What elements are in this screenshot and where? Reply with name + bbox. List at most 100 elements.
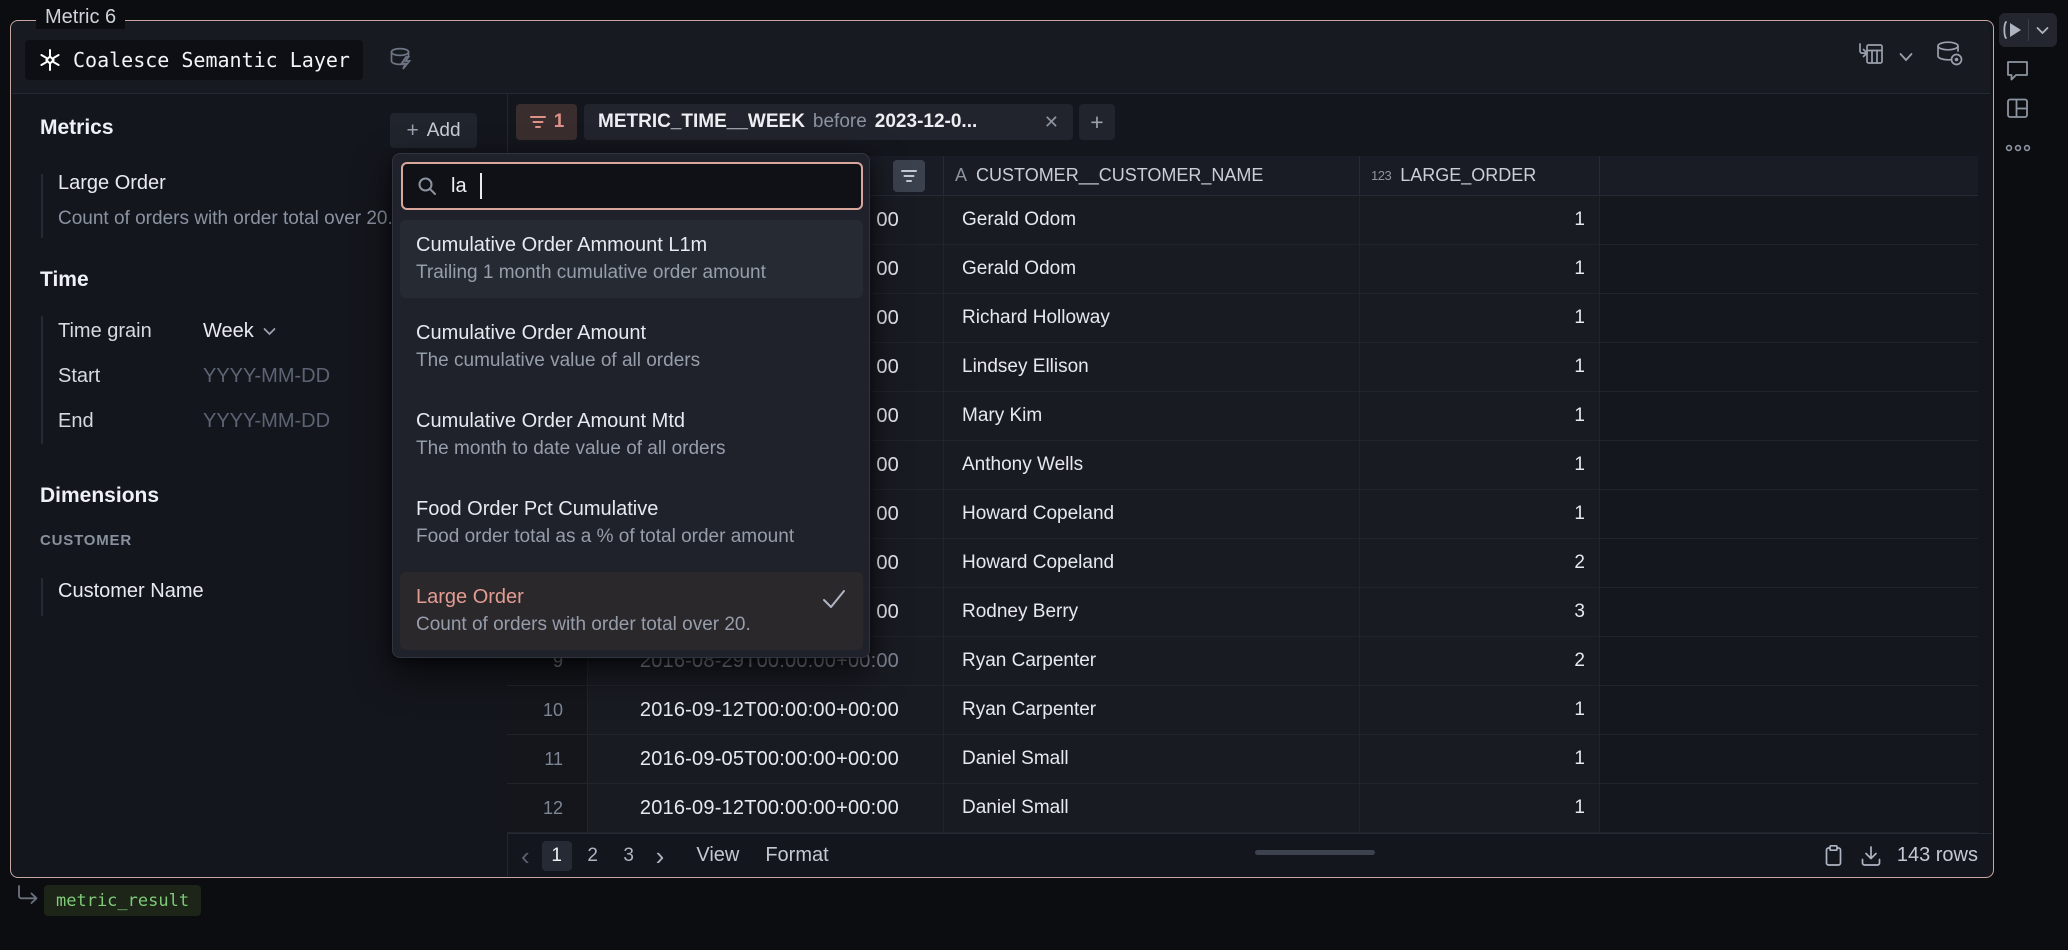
cell-metric-time-week: 2016-09-05T00:00:00+00:00: [588, 735, 944, 784]
run-cell-button[interactable]: [1999, 13, 2028, 47]
table-row[interactable]: 11 2016-09-05T00:00:00+00:00 Daniel Smal…: [507, 735, 1978, 784]
display-table-icon[interactable]: [1857, 40, 1887, 70]
edit-semantic-model-icon[interactable]: [386, 44, 416, 74]
remove-filter-icon[interactable]: ✕: [1043, 111, 1059, 132]
row-index: 10: [507, 686, 588, 735]
column-header-large-order[interactable]: 123 LARGE_ORDER: [1360, 156, 1600, 196]
metric-option[interactable]: Cumulative Order Ammount L1m Trailing 1 …: [400, 220, 863, 298]
dimension-item-customer-name[interactable]: Customer Name: [58, 580, 204, 602]
metric-search-dropdown: la Cumulative Order Ammount L1m Trailing…: [392, 153, 870, 658]
column-header-customer-name[interactable]: A CUSTOMER__CUSTOMER_NAME: [944, 156, 1360, 196]
chevron-down-icon: [2036, 26, 2049, 34]
cell-large-order: 1: [1360, 196, 1600, 245]
cell-large-order: 2: [1360, 637, 1600, 686]
cell-empty: [1600, 784, 1978, 833]
preview-source-data-icon[interactable]: [1933, 37, 1967, 71]
search-icon: [418, 177, 436, 195]
metric-option[interactable]: Large Order Count of orders with order t…: [400, 572, 863, 650]
column-filter-button[interactable]: [893, 160, 925, 192]
source-label: Coalesce Semantic Layer: [73, 48, 350, 72]
cell-title: Metric 6: [36, 6, 126, 29]
cell-large-order: 2: [1360, 539, 1600, 588]
page-next-icon[interactable]: ›: [655, 840, 665, 871]
cell-empty: [1600, 392, 1978, 441]
time-grain-select[interactable]: Week: [203, 320, 276, 343]
cell-large-order: 1: [1360, 343, 1600, 392]
time-heading: Time: [40, 268, 89, 291]
cell-customer-name: Richard Holloway: [944, 294, 1360, 343]
add-filter-button[interactable]: +: [1079, 104, 1115, 140]
metric-item-large-order[interactable]: Large Order: [58, 172, 166, 194]
metric-option-title: Cumulative Order Amount: [416, 322, 647, 344]
start-date-input[interactable]: YYYY-MM-DD: [203, 365, 331, 387]
cell-customer-name: Gerald Odom: [944, 245, 1360, 294]
cell-empty: [1600, 490, 1978, 539]
filter-icon: [529, 116, 546, 128]
metric-option-subtitle: Trailing 1 month cumulative order amount: [416, 262, 766, 283]
metric-option-title: Cumulative Order Amount Mtd: [416, 410, 685, 432]
cell-large-order: 1: [1360, 490, 1600, 539]
view-menu[interactable]: View: [696, 844, 740, 866]
column-name: LARGE_ORDER: [1400, 165, 1537, 185]
comments-icon[interactable]: [2004, 57, 2031, 84]
metric-indent-line: [41, 174, 43, 238]
table-row[interactable]: 12 2016-09-12T00:00:00+00:00 Daniel Smal…: [507, 784, 1978, 833]
filter-count-chip[interactable]: 1: [516, 104, 577, 140]
time-grain-label: Time grain: [58, 320, 152, 342]
cell-empty: [1600, 588, 1978, 637]
metric-option[interactable]: Food Order Pct Cumulative Food order tot…: [400, 484, 863, 562]
metric-option-subtitle: Count of orders with order total over 20…: [416, 614, 751, 635]
column-header-empty: [1600, 156, 1978, 196]
table-row[interactable]: 10 2016-09-12T00:00:00+00:00 Ryan Carpen…: [507, 686, 1978, 735]
cell-empty: [1600, 441, 1978, 490]
run-options-chevron[interactable]: [2029, 13, 2058, 47]
copy-table-icon[interactable]: [1822, 844, 1845, 868]
output-arrow-icon: [18, 885, 38, 904]
cell-empty: [1600, 245, 1978, 294]
metric-search-input[interactable]: la: [401, 162, 863, 210]
cell-empty: [1600, 343, 1978, 392]
cell-customer-name: Daniel Small: [944, 784, 1360, 833]
cell-customer-name: Ryan Carpenter: [944, 686, 1360, 735]
metric-option-subtitle: The month to date value of all orders: [416, 438, 726, 459]
cell-header-bar: Coalesce Semantic Layer: [12, 22, 1990, 94]
pagination: ‹ 1 2 3 ›: [515, 840, 670, 871]
metric-option[interactable]: Cumulative Order Amount Mtd The month to…: [400, 396, 863, 474]
format-menu[interactable]: Format: [765, 844, 829, 866]
add-metric-button[interactable]: + Add: [390, 113, 477, 148]
metric-option[interactable]: Cumulative Order Amount The cumulative v…: [400, 308, 863, 386]
table-row[interactable]: 6 00 Howard Copeland 1: [507, 490, 1978, 539]
output-variable-pill[interactable]: metric_result: [44, 885, 202, 916]
end-label: End: [58, 410, 94, 432]
filter-count: 1: [553, 111, 565, 132]
download-icon[interactable]: [1859, 844, 1883, 868]
end-date-input[interactable]: YYYY-MM-DD: [203, 410, 331, 432]
page-button-1[interactable]: 1: [541, 840, 572, 871]
filter-chip[interactable]: METRIC_TIME__WEEK before 2023-12-0... ✕: [584, 104, 1073, 140]
dimension-indent-line: [41, 578, 43, 616]
horizontal-scrollbar[interactable]: [1255, 850, 1375, 855]
cell-customer-name: Anthony Wells: [944, 441, 1360, 490]
more-options-icon[interactable]: [2004, 141, 2032, 155]
filter-operator: before: [812, 111, 867, 132]
cell-empty: [1600, 294, 1978, 343]
source-pill[interactable]: Coalesce Semantic Layer: [25, 40, 363, 80]
start-label: Start: [58, 365, 101, 387]
snowflake-icon: [40, 49, 60, 71]
run-group-divider: [2027, 19, 2029, 41]
cell-empty: [1600, 196, 1978, 245]
page-prev-icon[interactable]: ‹: [521, 840, 530, 871]
page-button-3[interactable]: 3: [623, 844, 634, 866]
filter-field: METRIC_TIME__WEEK: [598, 111, 805, 132]
cell-large-order: 1: [1360, 686, 1600, 735]
cell-empty: [1600, 637, 1978, 686]
cell-customer-name: Ryan Carpenter: [944, 637, 1360, 686]
metric-option-title: Large Order: [416, 586, 524, 608]
check-icon: [823, 590, 845, 608]
page-button-2[interactable]: 2: [587, 844, 598, 866]
layout-panels-icon[interactable]: [2004, 95, 2031, 122]
run-icon: [2003, 21, 2022, 39]
table-view-chevron-icon[interactable]: [1898, 51, 1914, 63]
run-cell-group: [1999, 13, 2057, 47]
